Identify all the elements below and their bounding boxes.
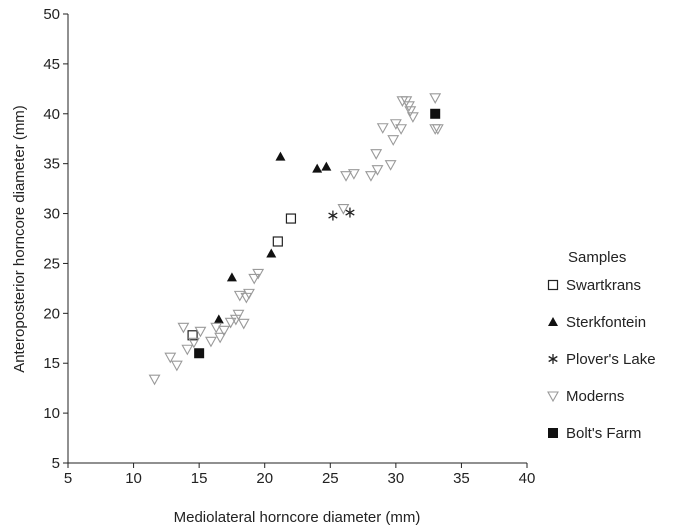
swartkrans-point <box>187 330 198 341</box>
x-tick-label: 35 <box>453 470 470 487</box>
moderns-point <box>205 336 217 348</box>
legend-label-swartkrans: Swartkrans <box>566 277 641 294</box>
moderns-point <box>218 325 230 337</box>
y-tick-label: 45 <box>43 56 60 73</box>
legend-title: Samples <box>568 249 626 266</box>
moderns-point <box>429 93 442 104</box>
moderns-point <box>177 322 190 334</box>
legend-label-bolt-s-farm: Bolt's Farm <box>566 425 641 442</box>
moderns-point <box>370 149 383 160</box>
bolt-s-farm-point <box>194 348 205 359</box>
moderns-point <box>224 317 237 329</box>
legend-marker-plover-s-lake <box>548 354 558 364</box>
y-tick-label: 50 <box>43 6 60 23</box>
bolt-s-farm-point <box>430 108 441 119</box>
moderns-point <box>376 123 389 134</box>
moderns-point <box>164 352 177 364</box>
moderns-point <box>237 318 250 330</box>
sterkfontein-point <box>213 314 224 324</box>
moderns-point <box>384 160 397 171</box>
moderns-point <box>248 273 261 285</box>
legend: Samples Swartkrans Sterkfontein Plover's La… <box>547 249 656 442</box>
moderns-point <box>181 344 194 356</box>
moderns-point <box>404 106 417 117</box>
moderns-point <box>365 171 377 182</box>
y-tick-label: 40 <box>43 106 60 123</box>
sterkfontein-point <box>275 151 286 161</box>
legend-label-sterkfontein: Sterkfontein <box>566 314 646 331</box>
moderns-point <box>337 204 350 215</box>
y-tick-label: 30 <box>43 206 60 223</box>
moderns-point <box>347 169 360 180</box>
sterkfontein-point <box>312 163 323 173</box>
moderns-point <box>243 288 255 300</box>
x-tick-label: 40 <box>519 470 536 487</box>
y-tick-label: 15 <box>43 355 60 372</box>
y-tick-label: 5 <box>52 455 60 472</box>
legend-label-plover-s-lake: Plover's Lake <box>566 351 656 368</box>
axes: 5 10 15 20 25 30 35 40 5 10 15 20 25 30 35 40 45 50 <box>43 6 535 487</box>
moderns-point <box>406 112 419 123</box>
legend-marker-moderns <box>547 391 559 403</box>
legend-marker-sterkfontein <box>548 317 558 326</box>
moderns-point <box>148 374 161 386</box>
moderns-point <box>210 322 223 334</box>
y-tick-label: 35 <box>43 156 60 173</box>
plover-s-lake-point <box>345 207 355 218</box>
data-points <box>148 93 444 386</box>
sterkfontein-point <box>226 272 237 282</box>
x-tick-label: 5 <box>64 470 72 487</box>
sterkfontein-point <box>266 248 277 258</box>
plover-s-lake-point <box>328 210 338 221</box>
x-tick-label: 15 <box>191 470 208 487</box>
moderns-point <box>170 360 183 372</box>
legend-marker-swartkrans <box>547 279 559 291</box>
moderns-point <box>187 337 200 349</box>
moderns-point <box>387 135 400 146</box>
y-tick-label: 10 <box>43 405 60 422</box>
moderns-point <box>214 332 227 344</box>
x-axis-title: Mediolateral horncore diameter (mm) <box>174 509 421 526</box>
moderns-point <box>371 165 384 176</box>
moderns-point <box>232 309 245 321</box>
legend-marker-bolt-s-farm <box>548 428 558 438</box>
x-tick-label: 30 <box>388 470 405 487</box>
moderns-point <box>431 124 444 135</box>
x-tick-label: 10 <box>125 470 142 487</box>
swartkrans-point <box>285 213 297 224</box>
sterkfontein-point <box>321 161 332 171</box>
swartkrans-point <box>272 236 283 247</box>
x-tick-label: 25 <box>322 470 339 487</box>
y-axis-title: Anteroposterior horncore diameter (mm) <box>11 105 28 373</box>
x-tick-label: 20 <box>256 470 273 487</box>
moderns-point <box>395 124 408 135</box>
moderns-point <box>340 171 352 182</box>
y-tick-label: 20 <box>43 305 60 322</box>
legend-label-moderns: Moderns <box>566 388 624 405</box>
moderns-point <box>252 268 265 280</box>
moderns-point <box>194 326 207 338</box>
y-tick-label: 25 <box>43 255 60 272</box>
